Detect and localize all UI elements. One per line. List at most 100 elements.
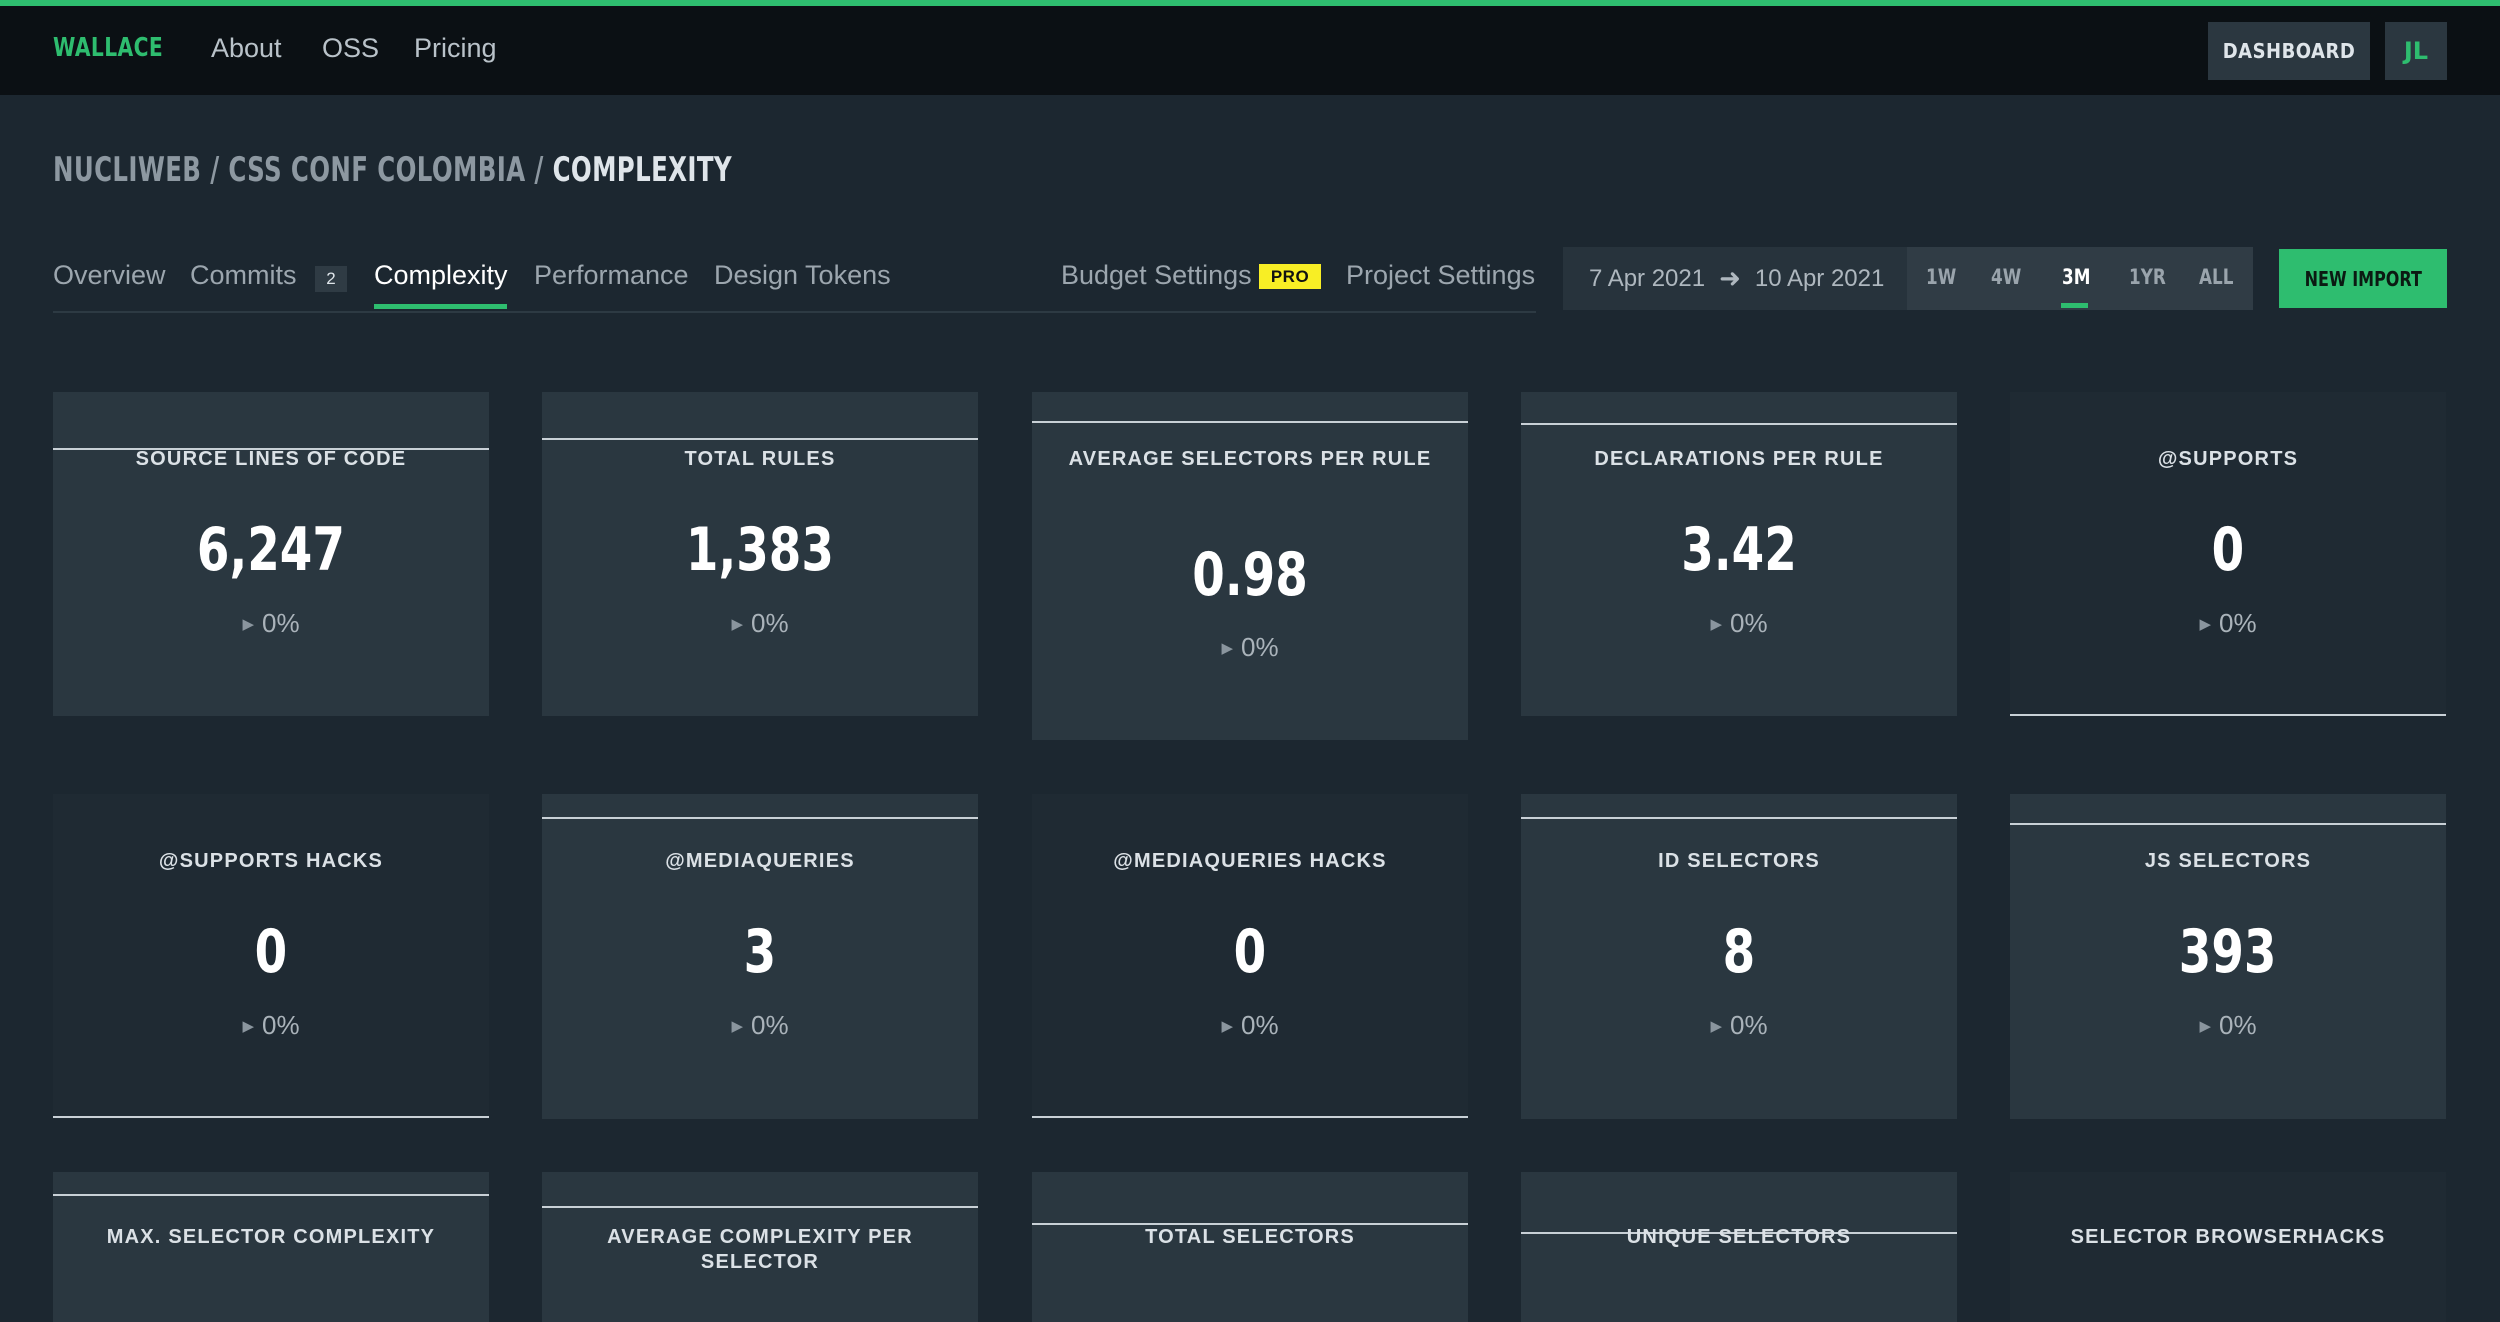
pro-badge: PRO [1259, 264, 1321, 289]
nav-link-about[interactable]: About [211, 33, 282, 63]
chart-line [1032, 1223, 1468, 1225]
nav-link-oss[interactable]: OSS [322, 33, 380, 63]
metric-label: ID SELECTORS [1658, 850, 1820, 872]
triangle-right-icon: ▶ [1221, 640, 1233, 657]
breadcrumb: NUCLIWEB / CSS CONF COLOMBIA / COMPLEXIT… [53, 150, 732, 190]
chart-line [53, 1194, 489, 1196]
active-period-indicator [2061, 303, 2088, 308]
new-import-label: NEW IMPORT [2304, 266, 2422, 291]
metric-label: AVERAGE SELECTORS PER RULE [1068, 448, 1432, 470]
tab-complexity[interactable]: Complexity [374, 260, 508, 290]
top-accent-bar [0, 0, 2500, 6]
commits-count-badge: 2 [315, 266, 347, 292]
metric-card: @MEDIAQUERIES 3 ▶ 0% [542, 794, 978, 1119]
metric-value: 1,383 [685, 515, 835, 585]
metric-card: JS SELECTORS 393 ▶ 0% [2010, 794, 2446, 1119]
triangle-right-icon: ▶ [242, 1018, 254, 1035]
tab-budget-settings[interactable]: Budget Settings [1061, 260, 1252, 290]
metric-label: @SUPPORTS [2157, 448, 2299, 470]
metric-value: 3 [743, 917, 777, 987]
metric-label: SOURCE LINES OF CODE [135, 448, 407, 470]
metric-label: JS SELECTORS [2144, 850, 2312, 872]
metric-value [2010, 1294, 2446, 1322]
metric-value [1521, 1294, 1957, 1322]
chart-line [1521, 1232, 1957, 1234]
metric-label: UNIQUE SELECTORS [1626, 1226, 1852, 1248]
breadcrumb-org[interactable]: NUCLIWEB [53, 150, 202, 190]
metric-label: TOTAL RULES [684, 448, 836, 470]
metric-card: @SUPPORTS 0 ▶ 0% [2010, 392, 2446, 716]
chart-line [542, 438, 978, 440]
metric-card: TOTAL RULES 1,383 ▶ 0% [542, 392, 978, 716]
metric-label: AVERAGE COMPLEXITY PER SELECTOR [607, 1226, 913, 1273]
chart-line [1521, 423, 1957, 425]
date-from: 7 Apr 2021 [1589, 264, 1706, 292]
metric-value: 0.98 [1192, 540, 1308, 610]
triangle-right-icon: ▶ [1710, 1018, 1722, 1035]
metric-delta: ▶ 0% [242, 1010, 300, 1040]
metric-card: TOTAL SELECTORS [1032, 1172, 1468, 1322]
metric-card: DECLARATIONS PER RULE 3.42 ▶ 0% [1521, 392, 1957, 716]
metric-value: 393 [2179, 917, 2277, 987]
breadcrumb-separator: / [210, 150, 220, 190]
metric-label: @MEDIAQUERIES HACKS [1113, 850, 1387, 872]
triangle-right-icon: ▶ [2199, 616, 2211, 633]
chart-line [542, 1206, 978, 1208]
chart-line [1032, 1116, 1468, 1118]
nav-link-pricing[interactable]: Pricing [414, 33, 497, 63]
metric-label: DECLARATIONS PER RULE [1594, 448, 1884, 470]
chart-line [1521, 817, 1957, 819]
metric-delta: ▶ 0% [2199, 1010, 2257, 1040]
chart-line [2010, 823, 2446, 825]
chart-line [542, 817, 978, 819]
metric-card: SOURCE LINES OF CODE 6,247 ▶ 0% [53, 392, 489, 716]
tabs-divider [53, 311, 1536, 313]
metric-delta: ▶ 0% [1221, 1010, 1279, 1040]
breadcrumb-separator: / [534, 150, 544, 190]
new-import-button[interactable]: NEW IMPORT [2279, 249, 2447, 308]
chart-line [2010, 714, 2446, 716]
chart-line [53, 448, 489, 450]
triangle-right-icon: ▶ [1221, 1018, 1233, 1035]
metric-label: TOTAL SELECTORS [1145, 1226, 1355, 1248]
metric-card: MAX. SELECTOR COMPLEXITY [53, 1172, 489, 1322]
metric-card: @SUPPORTS HACKS 0 ▶ 0% [53, 794, 489, 1119]
breadcrumb-current-page: COMPLEXITY [552, 150, 733, 190]
avatar-button[interactable]: JL [2385, 22, 2447, 80]
metric-value: 0 [1233, 917, 1267, 987]
metric-delta: ▶ 0% [731, 1010, 789, 1040]
breadcrumb-project[interactable]: CSS CONF COLOMBIA [228, 150, 526, 190]
metric-delta: ▶ 0% [731, 608, 789, 638]
period-all[interactable]: ALL [2199, 265, 2234, 289]
tab-performance[interactable]: Performance [534, 260, 689, 290]
active-tab-indicator [374, 304, 507, 309]
metric-value: 6,247 [196, 515, 346, 585]
period-1w[interactable]: 1W [1926, 265, 1957, 289]
date-to: 10 Apr 2021 [1754, 264, 1885, 292]
metric-value [542, 1294, 978, 1322]
triangle-right-icon: ▶ [731, 1018, 743, 1035]
metric-label: @SUPPORTS HACKS [158, 850, 384, 872]
chart-line [53, 1116, 489, 1118]
triangle-right-icon: ▶ [242, 616, 254, 633]
metric-label: @MEDIAQUERIES [665, 850, 855, 872]
metric-value: 0 [2211, 515, 2245, 585]
chart-line [1032, 421, 1468, 423]
tab-commits[interactable]: Commits [190, 260, 297, 290]
date-range-picker[interactable]: 7 Apr 2021 ➜ 10 Apr 2021 [1563, 247, 1907, 310]
dashboard-button[interactable]: DASHBOARD [2208, 22, 2370, 80]
metric-card: @MEDIAQUERIES HACKS 0 ▶ 0% [1032, 794, 1468, 1119]
metric-card: SELECTOR BROWSERHACKS [2010, 1172, 2446, 1322]
period-4w[interactable]: 4W [1991, 265, 2022, 289]
metric-label: SELECTOR BROWSERHACKS [2070, 1226, 2386, 1248]
metric-card: AVERAGE COMPLEXITY PER SELECTOR [542, 1172, 978, 1322]
tab-design-tokens[interactable]: Design Tokens [714, 260, 891, 290]
period-3m[interactable]: 3M [2062, 265, 2091, 289]
triangle-right-icon: ▶ [2199, 1018, 2211, 1035]
logo[interactable]: WALLACE [53, 33, 164, 63]
period-1yr[interactable]: 1YR [2129, 265, 2166, 289]
tab-project-settings[interactable]: Project Settings [1346, 260, 1536, 290]
tab-overview[interactable]: Overview [53, 260, 166, 290]
metric-value: 3.42 [1681, 515, 1797, 585]
metric-card: ID SELECTORS 8 ▶ 0% [1521, 794, 1957, 1119]
